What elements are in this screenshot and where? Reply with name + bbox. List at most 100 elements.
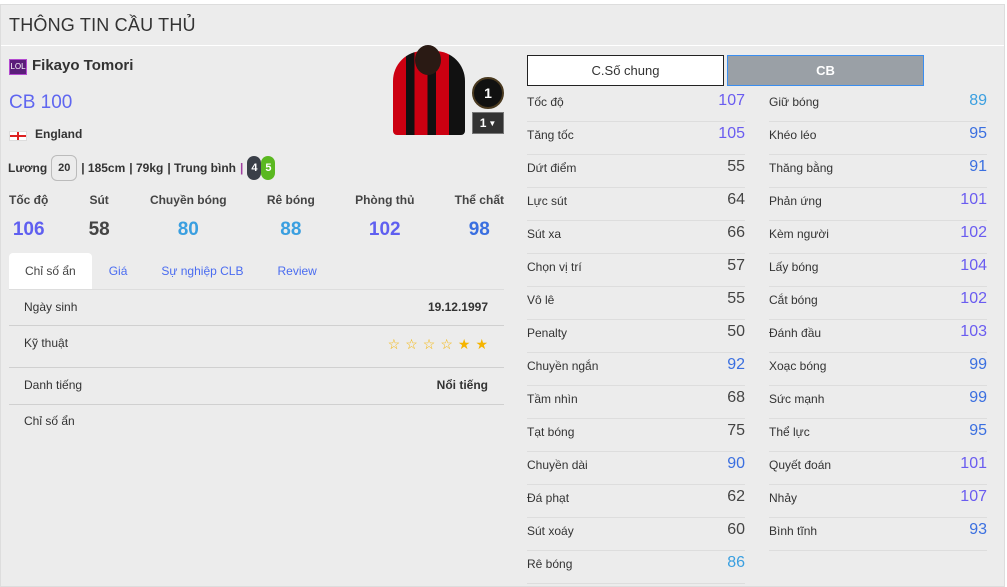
stat-label: Kèm người [769,227,829,241]
stat-row: Sút xa 66 [527,221,745,254]
star-empty-icon: ☆ [405,336,418,352]
stat-label: Chuyền ngắn [527,359,599,373]
stat-value: 55 [727,158,745,175]
stat-row: Rê bóng 86 [527,551,745,584]
detail-row-hidden: Chỉ số ẩn [9,405,504,441]
general-stats-button[interactable]: C.Số chung [527,55,724,86]
stat-value: 91 [969,158,987,175]
stat-row: Bình tĩnh 93 [769,518,987,551]
tab-club-career[interactable]: Sự nghiệp CLB [161,264,244,278]
summary-stat: Chuyền bóng 80 [150,193,227,241]
star-empty-icon: ☆ [422,336,436,352]
stat-label: Vô lê [527,293,555,307]
summary-stat-label: Phòng thủ [355,193,415,207]
tab-hidden-stats[interactable]: Chỉ số ẩn [9,253,92,289]
stat-value: 104 [960,257,987,274]
stat-row: Penalty 50 [527,320,745,353]
body-type: | Trung bình [167,161,237,175]
stat-row: Kèm người 102 [769,221,987,254]
stat-value: 90 [727,455,745,472]
stat-row: Lấy bóng 104 [769,254,987,287]
season-badge: LOL [9,59,27,75]
summary-stat-label: Chuyền bóng [149,193,227,207]
stat-value: 93 [969,521,987,538]
summary-stat-value: 80 [177,219,199,240]
stat-row: Lực sút 64 [527,188,745,221]
star-filled-icon: ★ [457,336,471,352]
reputation-value: Nổi tiếng [436,378,488,392]
right-foot-icon: 5 [261,156,276,180]
tab-price[interactable]: Giá [108,264,128,278]
stat-value: 62 [727,488,745,505]
stat-row: Thăng bằng 91 [769,155,987,188]
summary-stat-value: 102 [368,219,401,240]
stat-value: 57 [727,257,745,274]
height: | 185cm [81,161,126,175]
stat-row: Giữ bóng 89 [769,89,987,122]
stat-label: Giữ bóng [769,95,820,109]
summary-stat: Thể chất 98 [455,193,504,241]
stat-value: 92 [727,356,745,373]
page-title: THÔNG TIN CẦU THỦ [9,15,196,35]
stat-label: Tạt bóng [527,425,575,439]
stat-label: Đá phạt [527,491,570,505]
stat-value: 64 [727,191,745,208]
stat-label: Bình tĩnh [769,524,818,538]
stat-label: Lấy bóng [769,260,819,274]
hidden-stats-label: Chỉ số ẩn [24,414,75,428]
stat-row: Nhảy 107 [769,485,987,518]
stat-label: Xoạc bóng [769,359,827,373]
stat-value: 66 [727,224,745,241]
stat-label: Sức mạnh [769,392,825,406]
summary-stat: Phòng thủ 102 [355,193,414,241]
stat-row: Sức mạnh 99 [769,386,987,419]
stat-row: Cắt bóng 102 [769,287,987,320]
salary-label: Lương [8,161,48,175]
stat-row: Dứt điểm 55 [527,155,745,188]
stat-label: Sút xa [527,227,562,241]
stat-label: Chọn vị trí [527,260,582,274]
stat-value: 102 [960,224,987,241]
stat-label: Rê bóng [527,557,573,571]
stat-value: 75 [727,422,745,439]
stat-value: 102 [960,290,987,307]
star-filled-icon: ★ [475,336,488,352]
stat-row: Tạt bóng 75 [527,419,745,452]
stat-row: Quyết đoán 101 [769,452,987,485]
stat-value: 101 [960,191,987,208]
detail-row-birth: Ngày sinh 19.12.1997 [9,290,504,326]
stat-value: 107 [718,92,745,109]
stat-value: 55 [727,290,745,307]
stat-label: Nhảy [769,491,798,505]
summary-stats: Tốc độ 106 Sút 58 Chuyền bóng 80 Rê bóng 88 Phòn… [9,193,504,241]
summary-stat-label: Sút [89,193,109,207]
country: England [35,127,83,141]
left-foot-icon: 4 [247,156,262,180]
caret-down-icon: ▼ [488,118,497,128]
stat-row: Tầm nhìn 68 [527,386,745,419]
stat-row: Khéo léo 95 [769,122,987,155]
info-tabs: Chỉ số ẩn Giá Sự nghiệp CLB Review [9,253,504,290]
stat-row: Sút xoáy 60 [527,518,745,551]
position-rating: CB 100 [9,92,73,113]
stat-value: 50 [727,323,745,340]
position-cb-button[interactable]: CB [727,55,924,86]
weight: | 79kg [129,161,164,175]
summary-stat-value: 106 [12,219,45,240]
stat-value: 68 [727,389,745,406]
level-badge: 1 [472,77,504,109]
summary-stat-value: 58 [88,219,110,240]
upgrade-select[interactable]: 1 ▼ [472,112,504,134]
stat-value: 99 [969,356,987,373]
star-empty-icon: ☆ [440,336,453,352]
stat-row: Đá phạt 62 [527,485,745,518]
summary-stat: Rê bóng 88 [267,193,315,241]
birth-value: 19.12.1997 [427,300,488,314]
tab-review[interactable]: Review [277,264,317,278]
stat-row: Tăng tốc 105 [527,122,745,155]
stat-value: 86 [727,554,745,571]
stat-value: 107 [960,488,987,505]
summary-stat: Tốc độ 106 [9,193,48,241]
stat-value: 89 [969,92,987,109]
stat-label: Sút xoáy [527,524,574,538]
